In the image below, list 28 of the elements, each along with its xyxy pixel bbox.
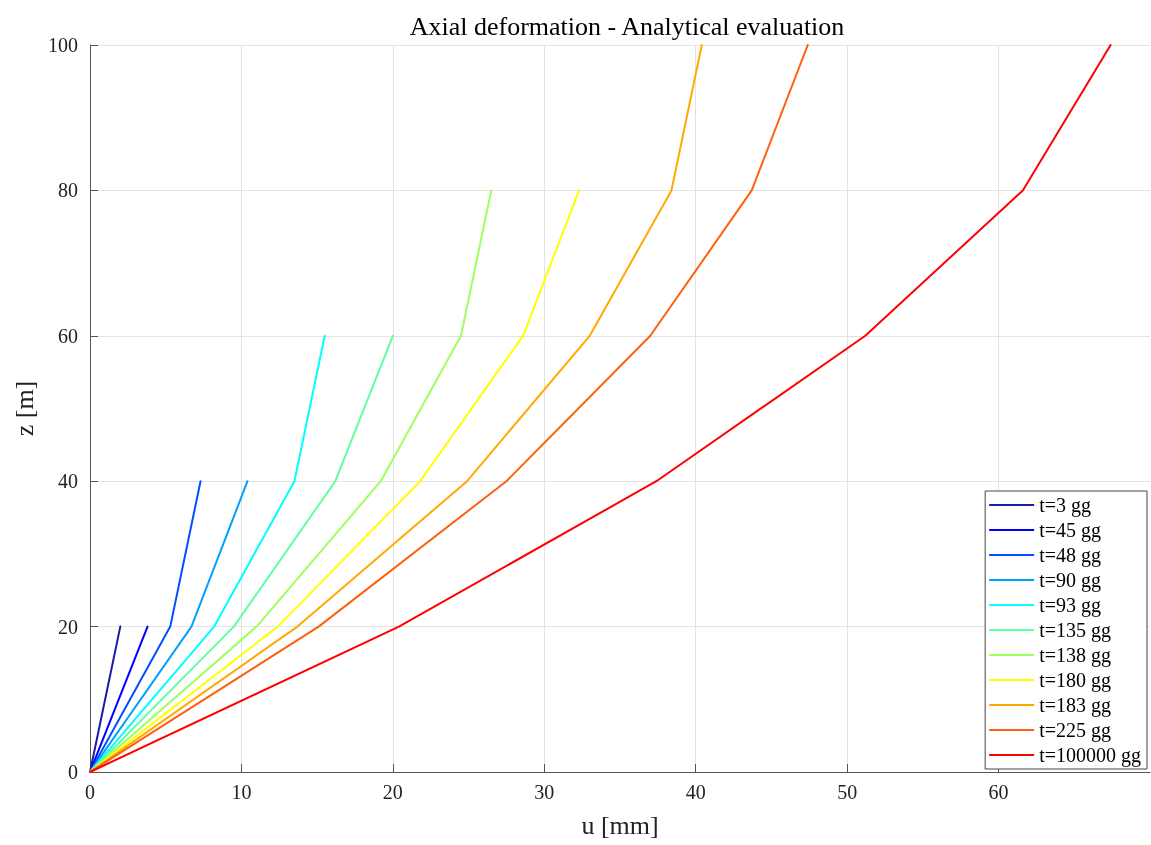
- x-tick-label: 0: [85, 781, 95, 803]
- x-tick-label: 30: [534, 781, 555, 803]
- line-series: [89, 189, 493, 773]
- y-tick-label: 80: [58, 179, 78, 202]
- legend-label: t=138 gg: [1039, 644, 1112, 667]
- x-tick-label: 10: [231, 781, 252, 803]
- legend-label: t=93 gg: [1039, 594, 1102, 617]
- legend-label: t=45 gg: [1039, 519, 1102, 542]
- legend-label: t=3 gg: [1039, 494, 1092, 517]
- y-tick-label: 60: [58, 324, 78, 347]
- x-tick-label: 40: [685, 781, 706, 803]
- legend-label: t=180 gg: [1039, 669, 1112, 692]
- legend-label: t=183 gg: [1039, 694, 1112, 717]
- x-axis-title: u [mm]: [581, 810, 659, 840]
- legend-label: t=135 gg: [1039, 619, 1112, 642]
- y-tick-label: 20: [58, 615, 78, 638]
- legend-label: t=225 gg: [1039, 719, 1112, 742]
- y-tick-label: 40: [58, 470, 78, 493]
- y-axis-title: z [m]: [9, 380, 39, 437]
- y-tick-label: 100: [48, 34, 78, 56]
- x-tick-label: 20: [382, 781, 403, 803]
- chart-title: Axial deformation - Analytical evaluation: [409, 11, 845, 41]
- legend-label: t=48 gg: [1039, 544, 1102, 567]
- legend-label: t=100000 gg: [1039, 744, 1142, 767]
- legend-label: t=90 gg: [1039, 569, 1102, 592]
- x-tick-label: 60: [988, 781, 1009, 803]
- y-tick-label: 0: [68, 761, 78, 783]
- x-tick-label: 50: [837, 781, 858, 803]
